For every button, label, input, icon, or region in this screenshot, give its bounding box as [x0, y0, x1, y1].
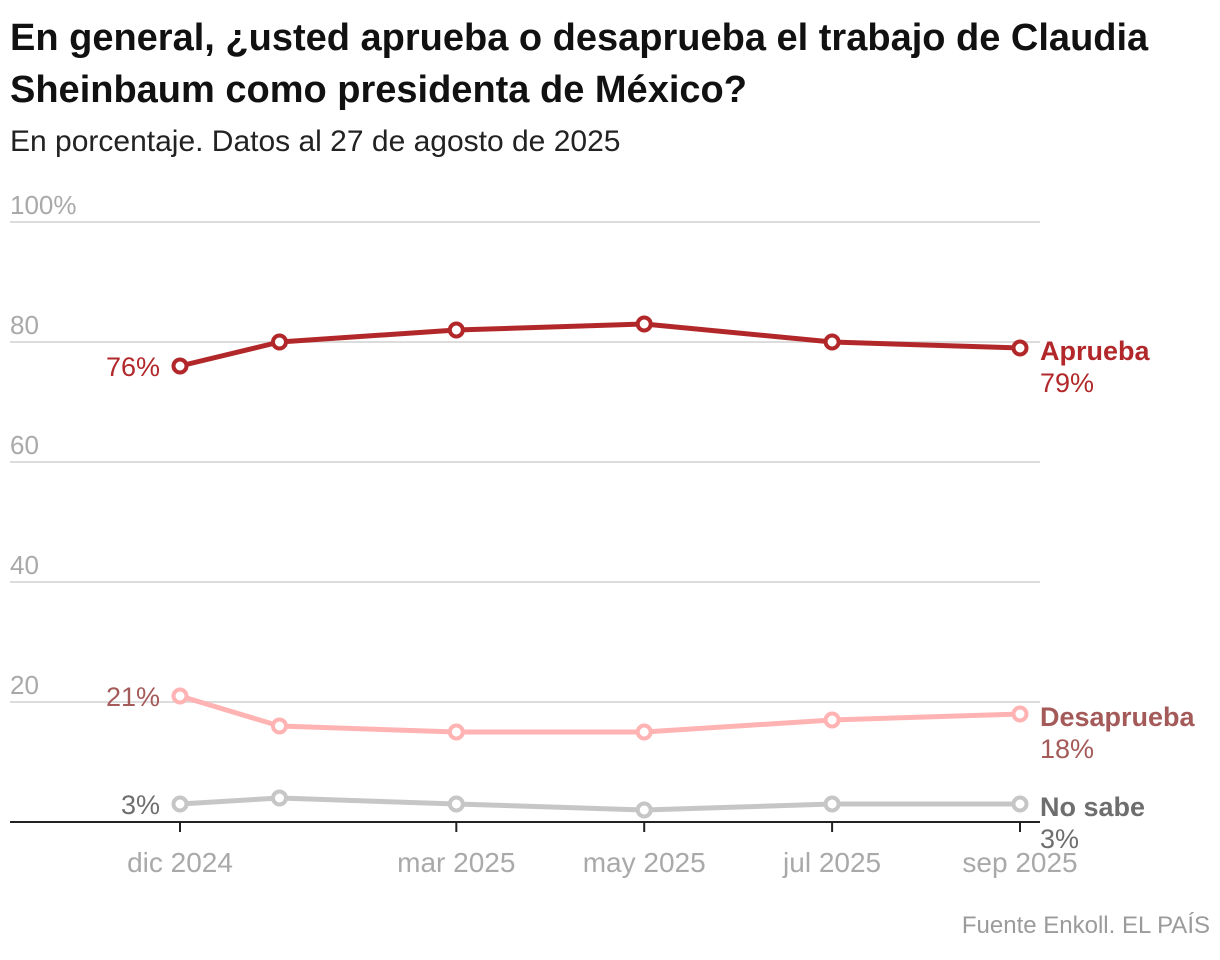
- series-name-label-desaprueba: Desaprueba: [1040, 702, 1196, 732]
- source-credit: Fuente Enkoll. EL PAÍS: [961, 912, 1210, 939]
- x-tick-label: may 2025: [583, 847, 706, 878]
- y-tick-label: 20: [10, 670, 39, 700]
- data-point-desaprueba: [447, 723, 465, 741]
- chart-title: En general, ¿usted aprueba o desaprueba …: [10, 17, 1149, 111]
- data-point-no-sabe: [171, 795, 189, 813]
- data-point-no-sabe: [270, 789, 288, 807]
- data-point-aprueba: [823, 333, 841, 351]
- data-point-aprueba: [1011, 339, 1029, 357]
- end-value-label-no-sabe: 3%: [1040, 824, 1079, 854]
- data-point-desaprueba: [270, 717, 288, 735]
- x-tick-label: dic 2024: [127, 847, 233, 878]
- end-value-label-desaprueba: 18%: [1040, 734, 1094, 764]
- y-tick-label: 60: [10, 430, 39, 460]
- y-tick-label: 80: [10, 310, 39, 340]
- data-point-no-sabe: [447, 795, 465, 813]
- data-point-aprueba: [447, 321, 465, 339]
- y-tick-label: 100%: [10, 190, 77, 220]
- start-value-label-aprueba: 76%: [106, 352, 160, 382]
- data-point-desaprueba: [1011, 705, 1029, 723]
- end-value-label-aprueba: 79%: [1040, 368, 1094, 398]
- series-name-label-aprueba: Aprueba: [1040, 336, 1151, 366]
- start-value-label-no-sabe: 3%: [121, 790, 160, 820]
- data-point-no-sabe: [635, 801, 653, 819]
- series-line-desaprueba: [177, 693, 1023, 735]
- x-tick-label: mar 2025: [397, 847, 515, 878]
- data-point-desaprueba: [635, 723, 653, 741]
- data-point-aprueba: [171, 357, 189, 375]
- chart-subtitle: En porcentaje. Datos al 27 de agosto de …: [10, 125, 621, 158]
- data-point-no-sabe: [1011, 795, 1029, 813]
- series-line-aprueba: [177, 321, 1023, 369]
- data-point-no-sabe: [823, 795, 841, 813]
- x-tick-label: jul 2025: [782, 847, 881, 878]
- data-point-aprueba: [270, 333, 288, 351]
- data-point-desaprueba: [823, 711, 841, 729]
- series-name-label-no-sabe: No sabe: [1040, 792, 1145, 822]
- x-tick-label: sep 2025: [962, 847, 1077, 878]
- series-line-no-sabe: [177, 795, 1023, 813]
- data-point-desaprueba: [171, 687, 189, 705]
- y-tick-label: 40: [10, 550, 39, 580]
- data-point-aprueba: [635, 315, 653, 333]
- start-value-label-desaprueba: 21%: [106, 682, 160, 712]
